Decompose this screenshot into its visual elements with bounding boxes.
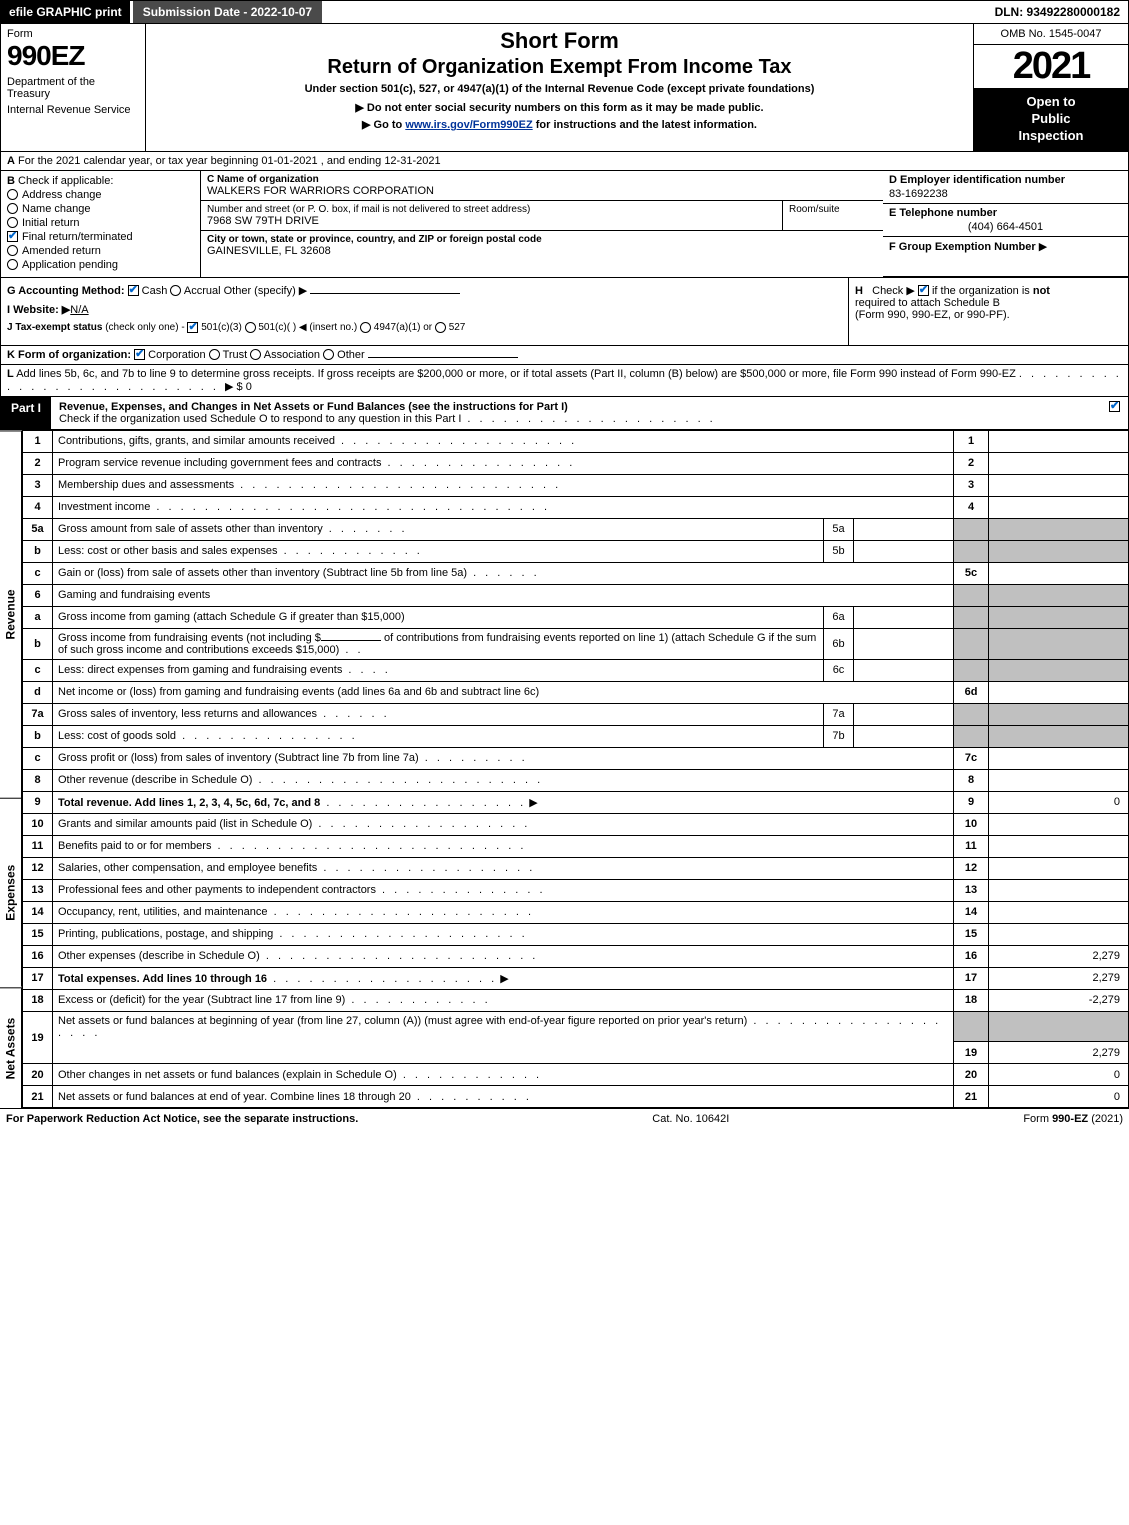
instructions-link: ▶ Go to www.irs.gov/Form990EZ for instru…: [154, 118, 965, 131]
501c-checkbox[interactable]: [245, 322, 256, 333]
form-number: 990EZ: [7, 40, 139, 72]
room-suite-label: Room/suite: [783, 201, 883, 230]
name-change-checkbox[interactable]: [7, 203, 18, 214]
submission-date: Submission Date - 2022-10-07: [133, 1, 322, 23]
final-return-checkbox[interactable]: [7, 231, 18, 242]
irs-label: Internal Revenue Service: [7, 104, 139, 116]
header-left-col: Form 990EZ Department of the Treasury In…: [1, 24, 146, 151]
col-c-org-info: C Name of organization WALKERS FOR WARRI…: [201, 171, 883, 277]
initial-return-checkbox[interactable]: [7, 217, 18, 228]
addr-change-checkbox[interactable]: [7, 189, 18, 200]
dept-treasury: Department of the Treasury: [7, 76, 139, 100]
row-l: L Add lines 5b, 6c, and 7b to line 9 to …: [0, 365, 1129, 397]
paperwork-notice: For Paperwork Reduction Act Notice, see …: [6, 1113, 358, 1125]
4947-checkbox[interactable]: [360, 322, 371, 333]
form-footer-right: Form 990-EZ (2021): [1023, 1113, 1123, 1125]
lines-table: 1Contributions, gifts, grants, and simil…: [22, 430, 1129, 1109]
pending-checkbox[interactable]: [7, 259, 18, 270]
cat-no: Cat. No. 10642I: [358, 1113, 1023, 1125]
part1-body: Revenue Expenses Net Assets 1Contributio…: [0, 430, 1129, 1109]
irs-link[interactable]: www.irs.gov/Form990EZ: [405, 119, 532, 131]
cash-checkbox[interactable]: [128, 285, 139, 296]
tax-year: 2021: [974, 45, 1128, 88]
part1-schedule-o-checkbox[interactable]: [1109, 401, 1120, 412]
ein-value: 83-1692238: [889, 188, 1122, 200]
col-h: H Check ▶ if the organization is not req…: [848, 278, 1128, 345]
efile-print-button[interactable]: efile GRAPHIC print: [1, 1, 130, 23]
form-title: Return of Organization Exempt From Incom…: [154, 56, 965, 79]
omb-number: OMB No. 1545-0047: [974, 24, 1128, 45]
part1-title: Revenue, Expenses, and Changes in Net As…: [51, 397, 1101, 429]
ssn-warning: ▶ Do not enter social security numbers o…: [154, 101, 965, 114]
org-name: WALKERS FOR WARRIORS CORPORATION: [207, 185, 877, 197]
phone-label: E Telephone number: [889, 207, 1122, 219]
page-footer: For Paperwork Reduction Act Notice, see …: [0, 1108, 1129, 1129]
city-state-zip: GAINESVILLE, FL 32608: [207, 245, 877, 257]
ein-label: D Employer identification number: [889, 174, 1122, 186]
form-subtitle: Under section 501(c), 527, or 4947(a)(1)…: [154, 83, 965, 95]
trust-checkbox[interactable]: [209, 349, 220, 360]
open-inspection-badge: Open to Public Inspection: [974, 88, 1128, 151]
city-label: City or town, state or province, country…: [207, 234, 877, 245]
street-address: 7968 SW 79TH DRIVE: [207, 215, 776, 227]
501c3-checkbox[interactable]: [187, 322, 198, 333]
revenue-label: Revenue: [0, 430, 22, 798]
form-header: Form 990EZ Department of the Treasury In…: [0, 24, 1129, 152]
col-d-ein: D Employer identification number 83-1692…: [883, 171, 1128, 277]
phone-value: (404) 664-4501: [889, 221, 1122, 233]
schedule-b-checkbox[interactable]: [918, 285, 929, 296]
header-center-col: Short Form Return of Organization Exempt…: [146, 24, 973, 151]
section-b-c-d: B Check if applicable: Address change Na…: [0, 171, 1129, 278]
col-b-checkboxes: B Check if applicable: Address change Na…: [1, 171, 201, 277]
expenses-label: Expenses: [0, 798, 22, 987]
form-word: Form: [7, 28, 139, 40]
part1-header: Part I Revenue, Expenses, and Changes in…: [0, 397, 1129, 430]
group-exemption-label: F Group Exemption Number: [889, 241, 1036, 253]
top-bar: efile GRAPHIC print Submission Date - 20…: [0, 0, 1129, 24]
dln-number: DLN: 93492280000182: [987, 1, 1128, 23]
col-g: G Accounting Method: Cash Accrual Other …: [1, 278, 848, 345]
side-labels: Revenue Expenses Net Assets: [0, 430, 22, 1109]
netassets-label: Net Assets: [0, 987, 22, 1108]
other-org-checkbox[interactable]: [323, 349, 334, 360]
part1-tab: Part I: [1, 397, 51, 429]
short-form-title: Short Form: [154, 28, 965, 54]
header-right-col: OMB No. 1545-0047 2021 Open to Public In…: [973, 24, 1128, 151]
section-g-h: G Accounting Method: Cash Accrual Other …: [0, 278, 1129, 346]
corp-checkbox[interactable]: [134, 349, 145, 360]
assoc-checkbox[interactable]: [250, 349, 261, 360]
org-name-label: C Name of organization: [207, 174, 877, 185]
row-a-tax-year: A For the 2021 calendar year, or tax yea…: [0, 152, 1129, 171]
street-label: Number and street (or P. O. box, if mail…: [207, 204, 776, 215]
row-k: K Form of organization: Corporation Trus…: [0, 346, 1129, 365]
accrual-checkbox[interactable]: [170, 285, 181, 296]
527-checkbox[interactable]: [435, 322, 446, 333]
amended-checkbox[interactable]: [7, 245, 18, 256]
website-value: N/A: [70, 304, 88, 316]
